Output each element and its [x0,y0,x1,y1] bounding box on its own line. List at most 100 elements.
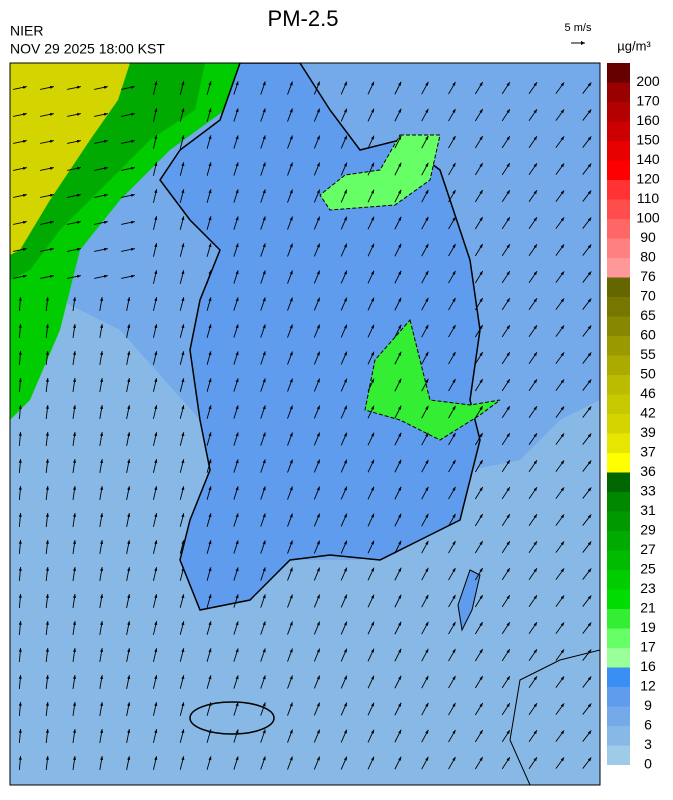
wind-arrowhead [316,594,320,599]
colorbar-box [607,706,630,726]
wind-arrowhead [262,270,266,275]
wind-arrowhead [398,459,402,464]
wind-arrowhead [181,729,185,734]
wind-arrowhead [316,270,320,275]
wind-arrowhead [343,432,347,437]
wind-arrowhead [560,406,565,411]
wind-arrowhead [560,676,565,681]
colorbar-box [607,297,630,317]
wind-arrowhead [154,702,158,707]
wind-arrowhead [72,567,77,571]
wind-arrowhead [181,216,185,221]
map [9,62,601,786]
wind-arrowhead [587,595,592,600]
colorbar-box [607,238,630,258]
wind-arrowhead [425,135,429,140]
wind-arrowhead [235,675,239,680]
wind-arrowhead [18,513,22,517]
wind-arrowhead [18,486,22,490]
wind-arrowhead [316,243,320,248]
wind-arrowhead [533,487,537,492]
wind-arrowhead [316,135,320,140]
wind-arrowhead [533,649,537,654]
wind-arrowhead [316,297,320,302]
wind-arrowhead [18,729,22,733]
wind-arrowhead [343,567,347,572]
colorbar-box [607,199,630,219]
wind-arrowhead [208,621,212,626]
wind-arrowhead [49,220,54,224]
wind-arrowhead [154,297,158,302]
wind-arrowhead [127,378,131,383]
wind-arrowhead [371,675,374,680]
wind-arrowhead [560,730,565,735]
patch-east [319,134,441,211]
colorbar-label: 50 [640,366,656,382]
wind-arrowhead [479,163,483,167]
wind-arrowhead [262,513,266,518]
colorbar-box [607,609,630,629]
wind-arrowhead [371,540,374,545]
wind-arrowhead [425,378,429,383]
wind-arrowhead [371,297,374,302]
wind-arrowhead [371,189,374,194]
wind-arrowhead [289,378,293,383]
wind-arrowhead [398,297,402,302]
wind-arrowhead [371,270,374,275]
wind-arrowhead [587,406,592,411]
wind-arrowhead [103,85,108,89]
wind-arrowhead [22,85,27,89]
wind-arrowhead [452,486,456,491]
wind-arrowhead [316,675,320,680]
wind-arrowhead [479,676,483,680]
wind-arrowhead [49,85,54,89]
wind-arrowhead [235,459,239,464]
wind-arrowhead [181,162,185,167]
wind-arrowhead [587,703,592,708]
wind-arrowhead [587,271,592,276]
wind-arrowhead [371,513,374,518]
wind-arrowhead [452,540,456,545]
wind-arrowhead [533,217,537,222]
wind-arrowhead [316,621,320,626]
wind-arrowhead [479,298,483,302]
wind-arrowhead [181,297,185,302]
colorbar-label: 140 [636,151,660,167]
wind-arrowhead [262,81,266,86]
wind-arrowhead [72,378,77,382]
wind-arrowhead [506,379,510,384]
wind-arrowhead [127,297,131,302]
colorbar-box [607,511,630,531]
wind-arrowhead [316,513,320,518]
wind-arrowhead [262,756,266,761]
wind-arrowhead [425,648,429,653]
wind-arrowhead [506,757,510,762]
wind-arrowhead [154,459,158,464]
wind-arrowhead [506,487,510,492]
wind-arrowhead [343,135,347,140]
wind-arrowhead [208,108,212,113]
wind-arrowhead [103,220,108,224]
colorbar-box [607,258,630,278]
colorbar-box [607,648,630,668]
wind-arrowhead [76,247,81,251]
wind-arrowhead [479,433,483,437]
wind-arrowhead [18,405,22,409]
wind-arrowhead [100,621,104,625]
wind-arrowhead [45,324,49,328]
wind-arrowhead [560,595,565,600]
wind-arrowhead [22,247,27,251]
colorbar-box [607,277,630,297]
colorbar-label: 160 [636,112,660,128]
wind-arrowhead [72,756,77,760]
colorbar-box [607,160,630,180]
colorbar-box [607,316,630,336]
wind-arrowhead [235,621,239,626]
wind-arrowhead [533,163,537,168]
wind-arrowhead [127,324,131,329]
wind-arrowhead [130,220,135,224]
wind-arrowhead [316,729,320,734]
wind-arrowhead [127,432,131,437]
wind-arrowhead [371,594,374,599]
wind-arrowhead [560,433,565,438]
